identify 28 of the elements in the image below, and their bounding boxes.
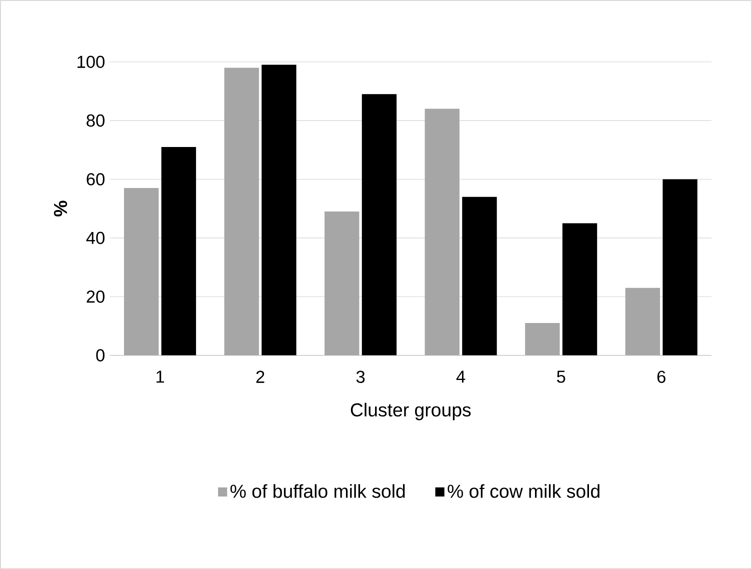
x-tick-label: 2	[256, 370, 264, 383]
bar	[224, 68, 259, 356]
x-tick-label: 5	[556, 370, 566, 383]
y-tick-label: 80	[86, 114, 105, 127]
y-tick-label: 20	[86, 290, 105, 303]
bar	[324, 211, 360, 356]
x-axis-title: Cluster groups	[350, 402, 471, 420]
bar	[662, 179, 698, 356]
bar	[424, 108, 460, 356]
x-tick-label: 1	[156, 370, 164, 383]
bar	[262, 64, 296, 356]
bar	[462, 196, 497, 356]
y-tick-label: 100	[78, 56, 104, 68]
x-tick-label: 4	[456, 370, 466, 383]
legend-label: % of cow milk sold	[448, 484, 600, 498]
x-tick-label: 6	[657, 370, 666, 383]
bar	[161, 146, 196, 356]
y-tick-label: 0	[96, 349, 105, 362]
y-axis-title: %	[54, 200, 68, 216]
x-tick-label: 3	[356, 370, 365, 383]
y-tick-label: 60	[86, 172, 105, 186]
bar	[625, 288, 660, 356]
bar	[124, 188, 159, 356]
bar	[525, 322, 560, 356]
bar	[562, 223, 598, 356]
bar	[362, 94, 397, 356]
legend-label: % of buffalo milk sold	[230, 484, 405, 498]
y-tick-label: 40	[86, 232, 105, 244]
